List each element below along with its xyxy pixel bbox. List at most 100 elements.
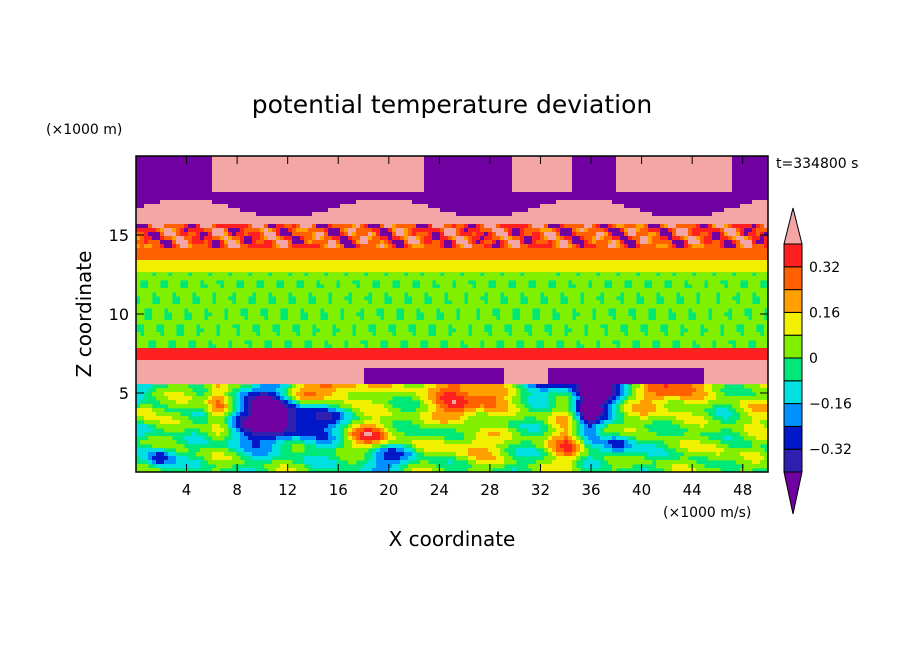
field-cell	[340, 264, 345, 269]
field-cell	[172, 240, 177, 245]
field-cell	[760, 244, 765, 249]
field-cell	[224, 208, 229, 213]
field-cell	[636, 220, 641, 225]
field-cell	[416, 240, 421, 245]
field-cell	[540, 176, 545, 181]
field-cell	[608, 248, 613, 253]
field-cell	[736, 244, 741, 249]
field-cell	[552, 184, 557, 189]
field-cell	[432, 176, 437, 181]
field-cell	[224, 172, 229, 177]
field-cell	[556, 200, 561, 205]
field-cell	[696, 224, 701, 229]
field-cell	[544, 276, 549, 281]
field-cell	[168, 188, 173, 193]
field-cell	[644, 268, 649, 273]
field-cell	[480, 280, 485, 285]
field-cell	[400, 260, 405, 265]
field-cell	[324, 192, 329, 197]
field-cell	[328, 276, 333, 281]
field-cell	[192, 284, 197, 289]
field-cell	[200, 264, 205, 269]
field-cell	[400, 176, 405, 181]
field-cell	[236, 192, 241, 197]
field-cell	[152, 244, 157, 249]
field-cell	[372, 204, 377, 209]
field-cell	[668, 260, 673, 265]
field-cell	[468, 248, 473, 253]
field-cell	[648, 216, 653, 221]
field-cell	[336, 168, 341, 173]
field-cell	[292, 256, 297, 261]
field-cell	[336, 272, 341, 277]
field-cell	[760, 196, 765, 201]
field-cell	[372, 244, 377, 249]
field-cell	[652, 216, 657, 221]
field-cell	[144, 196, 149, 201]
field-cell	[444, 260, 449, 265]
field-cell	[188, 236, 193, 241]
field-cell	[528, 252, 533, 257]
field-cell	[620, 232, 625, 237]
field-cell	[276, 184, 281, 189]
field-cell	[444, 180, 449, 185]
field-cell	[384, 212, 389, 217]
field-cell	[496, 220, 501, 225]
field-cell	[736, 236, 741, 241]
field-cell	[496, 204, 501, 209]
field-cell	[284, 256, 289, 261]
field-cell	[308, 224, 313, 229]
field-cell	[604, 164, 609, 169]
field-cell	[200, 228, 205, 233]
field-cell	[312, 232, 317, 237]
field-cell	[156, 224, 161, 229]
field-cell	[520, 244, 525, 249]
field-cell	[524, 268, 529, 273]
field-cell	[376, 204, 381, 209]
field-cell	[636, 188, 641, 193]
field-cell	[176, 236, 181, 241]
field-cell	[684, 264, 689, 269]
field-cell	[656, 180, 661, 185]
field-cell	[336, 204, 341, 209]
field-cell	[740, 160, 745, 165]
field-cell	[280, 228, 285, 233]
field-cell	[320, 168, 325, 173]
field-cell	[168, 248, 173, 253]
field-cell	[432, 192, 437, 197]
field-cell	[744, 232, 749, 237]
field-cell	[600, 256, 605, 261]
field-cell	[532, 228, 537, 233]
field-cell	[324, 176, 329, 181]
field-cell	[584, 260, 589, 265]
field-cell	[708, 276, 713, 281]
field-cell	[540, 156, 545, 161]
field-cell	[572, 224, 577, 229]
field-cell	[180, 248, 185, 253]
field-cell	[492, 256, 497, 261]
field-cell	[652, 156, 657, 161]
field-cell	[716, 268, 721, 273]
field-cell	[424, 156, 429, 161]
field-cell	[212, 200, 217, 205]
field-cell	[160, 272, 165, 277]
field-cell	[740, 248, 745, 253]
field-cell	[580, 164, 585, 169]
field-cell	[620, 220, 625, 225]
field-cell	[256, 160, 261, 165]
field-cell	[752, 208, 757, 213]
field-cell	[728, 192, 733, 197]
field-cell	[552, 176, 557, 181]
field-cell	[436, 188, 441, 193]
field-cell	[716, 244, 721, 249]
field-cell	[592, 276, 597, 281]
field-cell	[396, 168, 401, 173]
field-cell	[216, 284, 221, 289]
field-cell	[192, 252, 197, 257]
field-cell	[756, 200, 761, 205]
field-cell	[356, 196, 361, 201]
field-cell	[724, 192, 729, 197]
field-cell	[520, 208, 525, 213]
field-cell	[400, 172, 405, 177]
field-cell	[684, 200, 689, 205]
